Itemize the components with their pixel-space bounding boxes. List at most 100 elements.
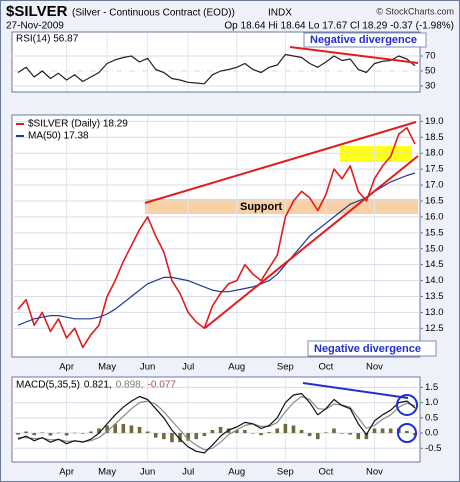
divergence-label: Negative divergence (314, 343, 421, 355)
histogram-bar (348, 433, 352, 435)
histogram-bar (267, 432, 271, 434)
y-tick-label: 15.5 (425, 227, 444, 238)
histogram-bar (32, 433, 37, 436)
histogram-bar (113, 423, 118, 434)
histogram-bar (16, 433, 20, 435)
divergence-label: Negative divergence (310, 34, 417, 46)
histogram-bar (121, 423, 126, 434)
date: 27-Nov-2009 (6, 21, 64, 32)
histogram-bar (170, 433, 174, 443)
histogram-bar (162, 433, 166, 440)
macd-divergence-line (302, 382, 409, 399)
x-tick-label: Jul (182, 362, 194, 373)
histogram-bar (307, 433, 312, 437)
histogram-bar (210, 430, 215, 434)
histogram-bar (129, 425, 134, 434)
histogram-bar (186, 433, 190, 441)
y-tick-label: 13.0 (425, 307, 444, 318)
resistance-box (340, 146, 412, 162)
histogram-bar (243, 430, 247, 434)
x-tick-label: May (98, 467, 116, 478)
histogram-bar (194, 433, 199, 440)
histogram-bar (178, 433, 182, 443)
x-tick-label: Jul (182, 467, 194, 478)
histogram-bar (259, 433, 263, 436)
histogram-bar (218, 426, 223, 434)
rsi-legend: RSI(14) 56.87 (16, 34, 79, 45)
y-tick-label: 14.0 (425, 275, 444, 286)
x-tick-label: Oct (318, 467, 333, 478)
description: (Silver - Continuous Contract (EOD)) (72, 8, 235, 19)
lower-trendline (204, 155, 419, 329)
x-tick-label: Oct (318, 362, 333, 373)
y-tick-label: 15.0 (425, 243, 444, 254)
exchange: INDX (268, 8, 292, 19)
histogram-bar (56, 432, 61, 434)
histogram-bar (48, 433, 53, 436)
histogram-bar (299, 430, 304, 434)
x-tick-label: Nov (366, 362, 383, 373)
y-tick-label: -0.5 (425, 443, 441, 454)
histogram-bar (315, 433, 320, 440)
x-tick-label: Aug (228, 362, 245, 373)
histogram-bar (97, 428, 101, 434)
macd-circle (397, 423, 417, 443)
y-tick-label: 70 (425, 51, 436, 62)
histogram-bar (40, 432, 45, 434)
rsi-divergence-line (289, 46, 419, 64)
histogram-bar (275, 428, 280, 434)
histogram-bar (364, 433, 369, 440)
x-tick-label: Jun (140, 467, 155, 478)
y-tick-label: 12.5 (425, 323, 444, 334)
histogram-bar (324, 432, 328, 434)
y-tick-label: 13.5 (425, 291, 444, 302)
histogram-bar (137, 426, 142, 434)
y-tick-label: 18.0 (425, 148, 444, 159)
y-tick-label: 16.5 (425, 195, 444, 206)
histogram-bar (356, 433, 361, 440)
macd-legend: 0.821, (84, 380, 112, 391)
upper-trendline (144, 121, 417, 204)
data-layer: 30 50 70 12.5 13.0 13.5 14.0 14.5 15.0 15.5 16.0 16… (12, 33, 444, 478)
histogram-bar (291, 425, 296, 434)
ticker: $SILVER (6, 3, 68, 20)
series-line (17, 126, 416, 349)
histogram-bar (202, 433, 207, 437)
histogram-bar (153, 433, 158, 438)
macd-circle (396, 394, 418, 416)
y-tick-label: 1.5 (425, 382, 438, 393)
y-tick-label: 50 (425, 66, 436, 77)
y-tick-label: 19.0 (425, 116, 444, 127)
x-tick-label: Aug (228, 467, 245, 478)
annotation-layer: Support Negative divergence Negative div… (144, 32, 437, 443)
histogram-bar (24, 431, 28, 434)
support-label: Support (240, 201, 282, 213)
y-tick-label: 30 (425, 81, 436, 92)
macd-legend: MACD(5,35,5) (16, 380, 80, 391)
histogram-bar (105, 425, 109, 434)
y-tick-label: 0.0 (425, 428, 438, 439)
series-line (17, 53, 416, 85)
copyright: © StockCharts.com (376, 6, 454, 16)
annotation-box (307, 340, 437, 357)
y-tick-label: 18.5 (425, 132, 444, 143)
legend-entry: MA(50) 17.38 (28, 131, 89, 142)
y-tick-label: 16.0 (425, 211, 444, 222)
x-tick-label: Apr (59, 467, 74, 478)
histogram-bar (332, 428, 336, 434)
y-tick-label: 0.5 (425, 412, 438, 423)
histogram-bar (234, 430, 239, 434)
histogram-bar (72, 432, 77, 434)
histogram-bar (283, 423, 288, 434)
histogram-bar (405, 430, 409, 434)
macd-legend: 0.898, (116, 380, 144, 391)
series-line (17, 392, 416, 454)
x-tick-label: Apr (59, 362, 74, 373)
quote: Op 18.64 Hi 18.64 Lo 17.67 Cl 18.29 -0.3… (224, 21, 454, 32)
histogram-bar (340, 433, 344, 434)
legend-entry: $SILVER (Daily) 18.29 (28, 119, 128, 130)
x-tick-label: Sep (277, 362, 294, 373)
macd-legend: -0.077 (148, 380, 177, 391)
histogram-bar (388, 428, 393, 434)
